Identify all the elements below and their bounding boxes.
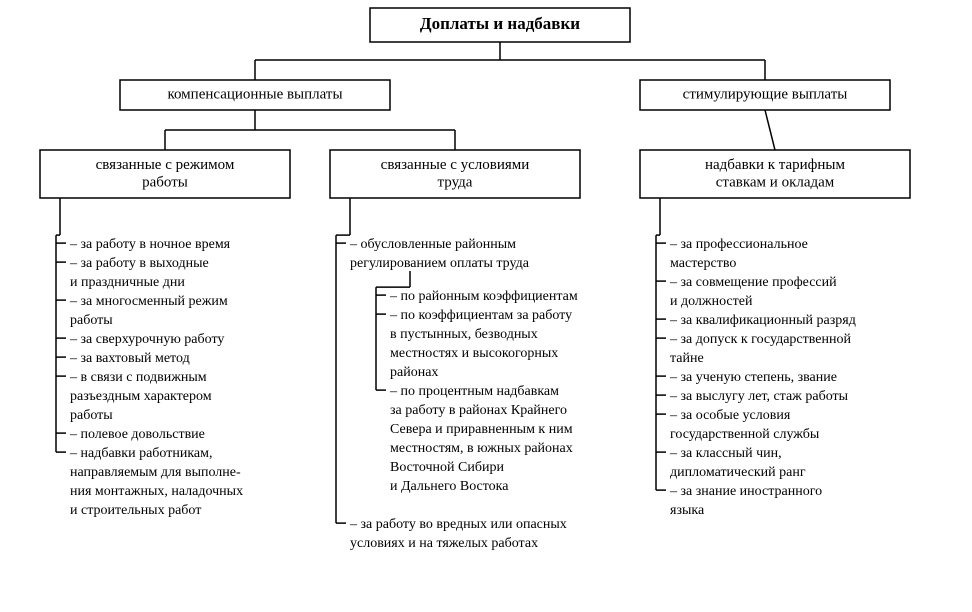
list-sub-item: – по коэффициентам за работу — [389, 308, 572, 323]
list-item: – за многосменный режим — [69, 294, 228, 309]
list-item: направляемым для выполне- — [70, 465, 241, 480]
list-item: – за сверхурочную работу — [69, 332, 224, 347]
list-sub-item: – по процентным надбавкам — [389, 384, 559, 399]
list-item: – за ученую степень, звание — [669, 370, 837, 385]
list-item: условиях и на тяжелых работах — [350, 536, 538, 551]
list-item: и должностей — [670, 294, 753, 309]
list-item: тайне — [670, 351, 704, 366]
list-item: – за работу в выходные — [69, 256, 209, 271]
list-sub-item: – по районным коэффициентам — [389, 289, 578, 304]
list-item: языка — [670, 503, 705, 518]
node-label: стимулирующие выплаты — [683, 86, 848, 102]
list-item: – за знание иностранного — [669, 484, 822, 499]
node-label: труда — [438, 174, 473, 190]
list-sub-item: районах — [390, 365, 438, 380]
list-item: – надбавки работникам, — [69, 446, 213, 461]
list-item: – в связи с подвижным — [69, 370, 207, 385]
list-item: – за квалификационный разряд — [669, 313, 856, 328]
list-item: – за классный чин, — [669, 446, 782, 461]
list-item: государственной службы — [670, 427, 820, 442]
list-item: и строительных работ — [70, 503, 201, 518]
list-sub-item: в пустынных, безводных — [390, 327, 538, 342]
node-label: ставкам и окладам — [716, 174, 835, 190]
list-item: разъездным характером — [70, 389, 212, 404]
list-item: – за особые условия — [669, 408, 791, 423]
list-item: дипломатический ранг — [670, 465, 806, 480]
list-item: работы — [70, 313, 113, 328]
list-item: – за совмещение профессий — [669, 275, 837, 290]
list-sub-item: за работу в районах Крайнего — [390, 403, 567, 418]
node-label: работы — [142, 174, 188, 190]
list-sub-item: местностям, в южных районах — [390, 441, 573, 456]
list-item: регулированием оплаты труда — [350, 256, 530, 271]
list-sub-item: и Дальнего Востока — [390, 479, 509, 494]
node-label: надбавки к тарифным — [705, 157, 846, 173]
list-item: – полевое довольствие — [69, 427, 205, 442]
list-item: – за допуск к государственной — [669, 332, 851, 347]
list-item: работы — [70, 408, 113, 423]
list-item: – за выслугу лет, стаж работы — [669, 389, 849, 404]
node-label: связанные с режимом — [96, 157, 235, 173]
list-item: – за вахтовый метод — [69, 351, 190, 366]
list-sub-item: Восточной Сибири — [390, 460, 504, 475]
list-item: мастерство — [670, 256, 736, 271]
list-item: – за работу в ночное время — [69, 237, 231, 252]
list-item: – обусловленные районным — [349, 237, 516, 252]
hierarchy-diagram: Доплаты и надбавки компенсационные выплат… — [0, 0, 972, 612]
list-item: – за работу во вредных или опасных — [349, 517, 567, 532]
node-label: Доплаты и надбавки — [420, 14, 580, 33]
list-item: и праздничные дни — [70, 275, 185, 290]
list-sub-item: Севера и приравненным к ним — [390, 422, 573, 437]
list-item: – за профессиональное — [669, 237, 808, 252]
node-label: компенсационные выплаты — [167, 86, 342, 102]
node-label: связанные с условиями — [381, 157, 530, 173]
list-sub-item: местностях и высокогорных — [390, 346, 558, 361]
list-item: ния монтажных, наладочных — [70, 484, 243, 499]
